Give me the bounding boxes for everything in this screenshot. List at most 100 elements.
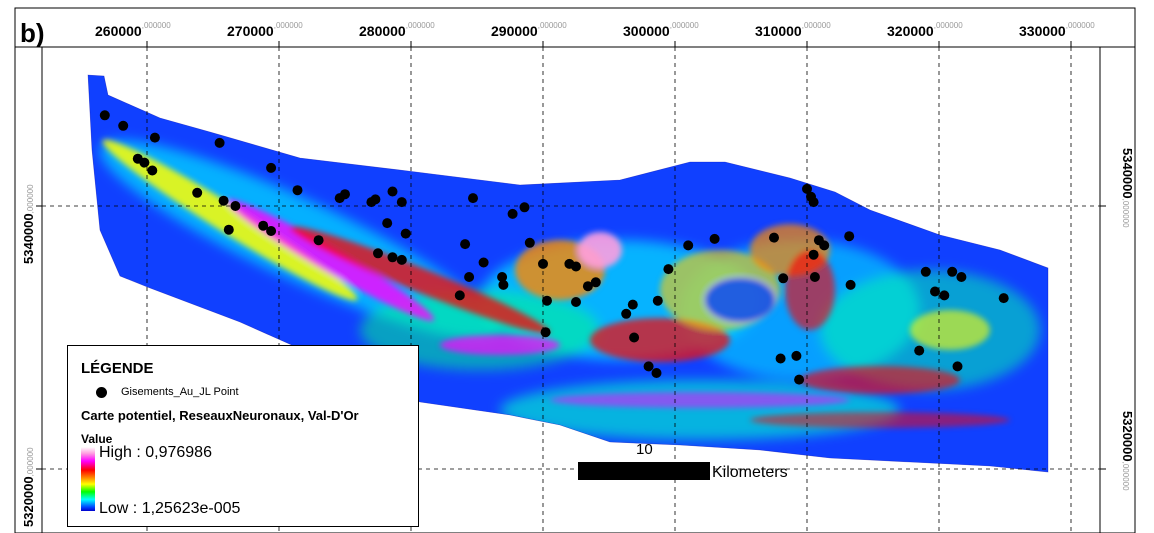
deposit-point [292,185,303,196]
deposit-point [464,272,475,282]
y-tick-minor: ,000000 [1121,461,1130,491]
raster-zone [750,412,1010,428]
x-tick-label: 330000,000000 [1019,21,1095,41]
deposit-point [366,197,377,208]
y-tick-label-right: 5320000,000000 [1118,411,1136,491]
color-ramp [81,447,95,511]
deposit-point [230,201,241,211]
deposit-point [468,193,478,204]
deposit-point [794,374,805,385]
raster-zone [225,199,435,321]
scale-bar-value: 10 [636,441,653,458]
deposit-point [769,232,779,243]
y-tick-label-left: 5320000,000000 [20,447,38,527]
y-tick-major: 5340000 [1120,148,1135,199]
deposit-point [621,308,632,319]
y-tick-major: 5320000 [21,476,36,527]
y-tick-minor: ,000000 [26,184,35,214]
raster-zone [290,226,550,334]
x-tick-minor: ,000000 [1065,21,1095,30]
x-tick-major: 300000 [623,23,670,39]
deposit-point [540,327,551,338]
deposit-point [819,240,830,251]
deposit-point [400,228,411,239]
deposit-point [373,248,383,259]
x-tick-minor: ,000000 [537,21,567,30]
raster-zone [705,278,775,322]
deposit-point [396,254,407,265]
deposit-point [313,235,324,246]
x-tick-label: 270000,000000 [227,21,303,41]
deposit-point [334,193,345,204]
deposit-point [778,273,789,284]
legend-high-label: High : 0,976986 [99,444,212,461]
scale-bar-unit: Kilometers [712,464,788,481]
legend-point-layer: Gisements_Au_JL Point [121,386,239,398]
raster-zone [578,232,622,268]
deposit-point [524,237,535,248]
deposit-point [914,345,925,356]
deposit-point [930,286,940,297]
tick-marks [36,41,1106,470]
deposit-point [652,295,663,306]
deposit-point [998,293,1009,304]
deposit-point-symbol [96,387,107,398]
deposit-point [460,239,471,250]
deposit-point [139,157,150,168]
x-tick-minor: ,000000 [669,21,699,30]
deposit-point [214,137,225,148]
deposit-point [192,187,203,198]
y-tick-label-right: 5340000,000000 [1118,148,1136,228]
deposit-point [939,290,950,301]
deposit-point [582,281,593,292]
deposit-point [651,368,662,378]
gold-deposits-layer [99,110,1009,385]
deposit-point [454,290,465,301]
x-tick-major: 260000 [95,23,142,39]
deposit-point [663,264,674,275]
deposit-point [791,350,802,361]
x-tick-label: 300000,000000 [623,21,699,41]
deposit-point [683,240,694,251]
legend-title: LÉGENDE [81,360,154,377]
deposit-point [519,202,530,213]
deposit-point [99,110,110,121]
deposit-point [844,231,855,242]
deposit-point [258,220,269,231]
raster-zone [440,335,560,355]
deposit-point [497,272,508,282]
x-tick-minor: ,000000 [141,21,171,30]
y-tick-minor: ,000000 [26,447,35,477]
x-tick-minor: ,000000 [273,21,303,30]
deposit-point [478,257,489,268]
deposit-point [387,252,398,263]
deposit-point [845,279,856,290]
deposit-point [396,197,407,208]
neatline [14,7,1136,533]
x-tick-major: 270000 [227,23,274,39]
legend-raster-layer: Carte potentiel, ReseauxNeuronaux, Val-D… [81,408,359,423]
x-tick-major: 310000 [755,23,802,39]
deposit-point [808,197,819,208]
deposit-point [627,299,638,310]
raster-zone [800,366,960,394]
deposit-point [538,258,548,269]
deposit-point [709,233,720,244]
deposit-point [952,361,963,372]
raster-zone [910,310,990,350]
deposit-point [498,279,509,290]
deposit-point [590,277,601,288]
deposit-point [920,266,931,277]
raster-zone [102,139,358,301]
x-tick-label: 290000,000000 [491,21,567,41]
legend-low-label: Low : 1,25623e-005 [99,500,241,517]
raster-high-zones [102,139,1010,428]
deposit-point [387,186,398,197]
deposit-point [571,261,581,272]
x-tick-minor: ,000000 [405,21,435,30]
x-tick-minor: ,000000 [933,21,963,30]
deposit-point [775,353,786,364]
deposit-point [266,226,277,236]
x-tick-major: 280000 [359,23,406,39]
